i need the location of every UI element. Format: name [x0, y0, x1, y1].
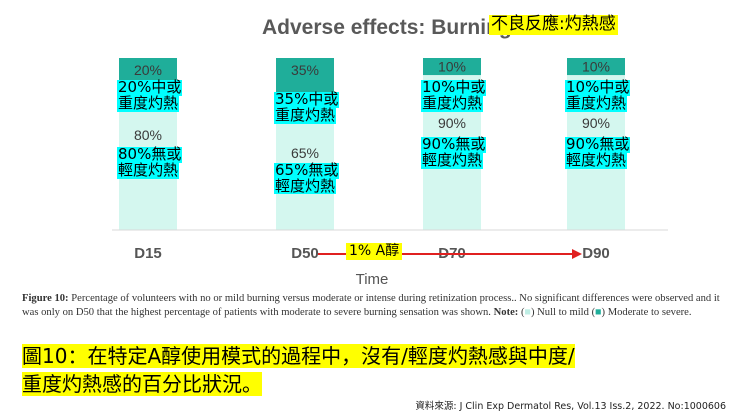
- x-tick-D90: D90: [582, 245, 610, 262]
- annotation-moderate-D70-line1: 10%中或: [421, 78, 487, 96]
- bar-label-moderate-D15: 20%: [134, 62, 162, 78]
- source-citation: 資料來源: J Clin Exp Dermatol Res, Vol.13 Is…: [415, 401, 726, 412]
- annotation-mild-D90-line2: 輕度灼熱: [565, 150, 628, 169]
- annotation-mild-D90: 90%無或 輕度灼熱: [565, 135, 631, 169]
- figure-caption: Figure 10: Percentage of volunteers with…: [22, 293, 720, 318]
- x-tick-D15: D15: [134, 245, 162, 262]
- chart-title: Adverse effects: Burning: [262, 16, 512, 39]
- x-axis-label: Time: [356, 271, 389, 288]
- annotation-mild-D70-line1: 90%無或: [421, 135, 487, 154]
- annotation-moderate-D70-line2: 重度灼熱: [421, 93, 484, 112]
- annotation-moderate-D15-line2: 重度灼熱: [117, 93, 180, 112]
- note-label: Note:: [493, 307, 519, 318]
- annotation-title-zh: 不良反應:灼熱感: [489, 14, 618, 35]
- bar-label-moderate-D50: 35%: [291, 62, 319, 78]
- arrow-label-zh: 1% A醇: [346, 243, 403, 260]
- legend-moderate-label: Moderate to severe.: [607, 307, 692, 318]
- legend-null-icon: ■: [524, 307, 531, 318]
- annotation-mild-D50-line2: 輕度灼熱: [274, 176, 337, 195]
- bar-label-moderate-D90: 10%: [582, 59, 610, 75]
- annotation-mild-D15-line1: 80%無或: [117, 145, 183, 164]
- annotation-moderate-D70: 10%中或 重度灼熱: [421, 78, 487, 112]
- annotation-mild-D15: 80%無或 輕度灼熱: [117, 145, 183, 180]
- annotation-moderate-D90: 10%中或 重度灼熱: [565, 78, 631, 112]
- annotation-mild-D50: 65%無或 輕度灼熱: [274, 160, 340, 195]
- caption-zh: 圖10：在特定A醇使用模式的過程中，沒有/輕度灼熱感與中度/ 重度灼熱感的百分比…: [22, 342, 712, 398]
- annotation-mild-D70-line2: 輕度灼熱: [421, 150, 484, 169]
- annotation-mild-D90-line1: 90%無或: [565, 135, 631, 154]
- figure-label: Figure 10:: [22, 293, 69, 304]
- time-arrow-head: [572, 249, 582, 259]
- annotation-moderate-D15-line1: 20%中或: [117, 78, 183, 96]
- annotation-moderate-D50: 35%中或 重度灼熱: [274, 90, 340, 124]
- annotation-mild-D70: 90%無或 輕度灼熱: [421, 135, 487, 169]
- bar-moderate-D90: [567, 58, 625, 76]
- bar-moderate-D70: [423, 58, 481, 76]
- x-tick-D50: D50: [291, 245, 319, 262]
- caption-zh-line2: 重度灼熱感的百分比狀況。: [22, 372, 262, 396]
- caption-zh-line1: 圖10：在特定A醇使用模式的過程中，沒有/輕度灼熱感與中度/: [22, 344, 575, 368]
- annotation-moderate-D90-line2: 重度灼熱: [565, 93, 628, 112]
- annotation-moderate-D90-line1: 10%中或: [565, 78, 631, 96]
- bar-label-mild-D90: 90%: [582, 115, 610, 131]
- annotation-mild-D15-line2: 輕度灼熱: [117, 161, 180, 180]
- bar-label-mild-D50: 65%: [291, 145, 319, 161]
- annotation-moderate-D50-line1: 35%中或: [274, 90, 340, 108]
- bars-group: 20% 80% 35% 65% 10% 90% 10% 90%: [119, 58, 625, 231]
- annotation-moderate-D50-line2: 重度灼熱: [274, 105, 337, 124]
- bar-label-moderate-D70: 10%: [438, 59, 466, 75]
- bar-label-mild-D70: 90%: [438, 115, 466, 131]
- legend-moderate-icon: ■: [595, 307, 602, 318]
- caption-text: Percentage of volunteers with no or mild…: [22, 293, 720, 318]
- legend-null-label: Null to mild: [537, 307, 589, 318]
- annotation-moderate-D15: 20%中或 重度灼熱: [117, 78, 183, 112]
- bar-label-mild-D15: 80%: [134, 127, 162, 143]
- annotation-mild-D50-line1: 65%無或: [274, 160, 340, 179]
